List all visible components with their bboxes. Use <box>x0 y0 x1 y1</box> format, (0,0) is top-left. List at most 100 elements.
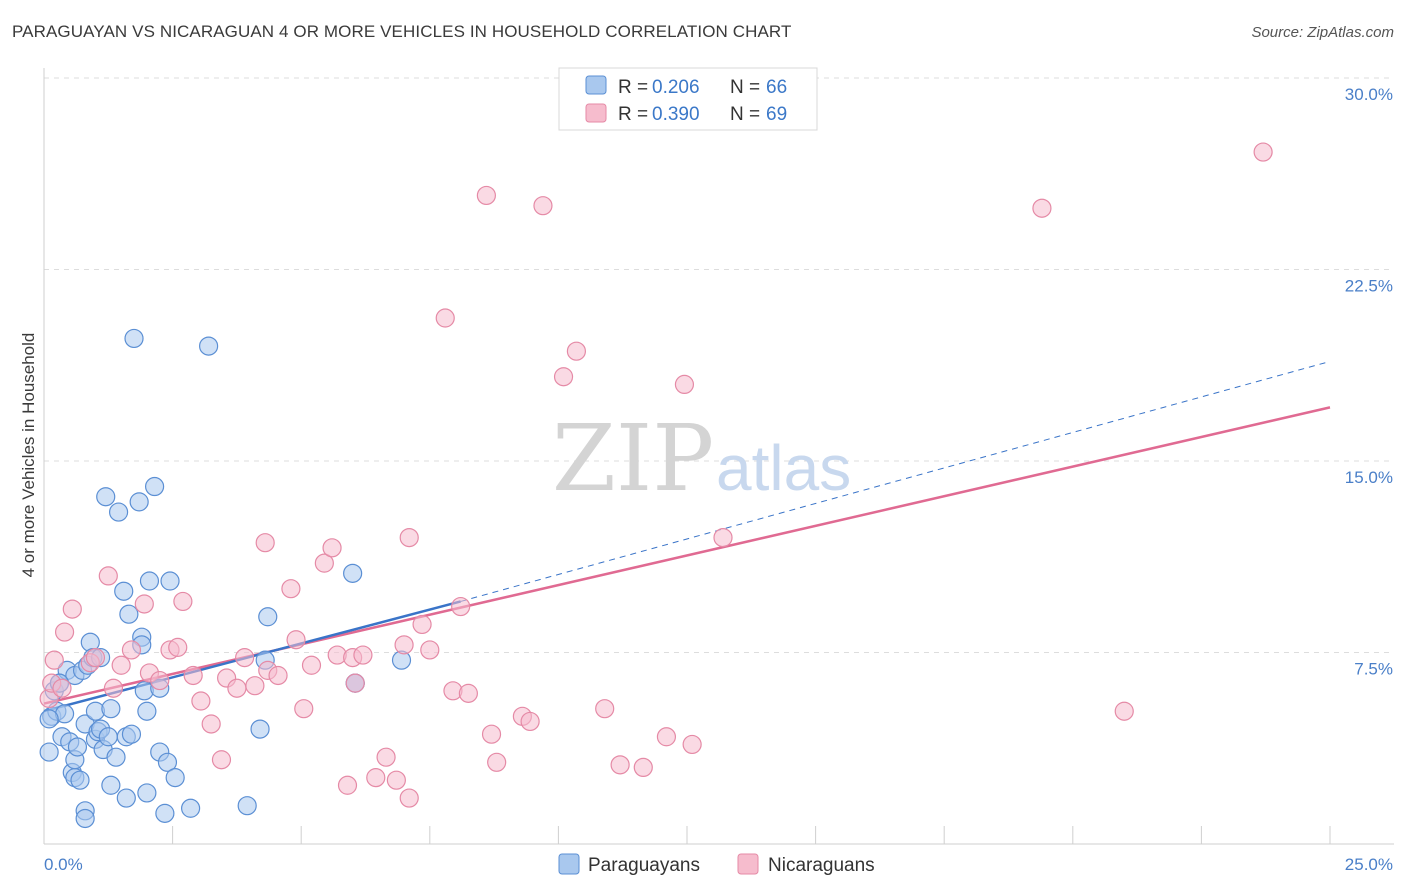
nicaraguan-point-29 <box>281 579 301 599</box>
nicaraguan-point-4 <box>54 622 75 642</box>
nicaraguan-point-2 <box>44 650 64 670</box>
nicaraguan-point-58 <box>553 367 574 387</box>
nicaraguan-point-42 <box>386 770 406 790</box>
nicaraguan-point-16 <box>168 637 188 657</box>
watermark: ZIP atlas <box>552 405 851 512</box>
nicaraguan-point-20 <box>201 714 221 734</box>
nicaraguans-points <box>39 142 1273 808</box>
paraguayan-point-45 <box>137 783 157 803</box>
paraguayan-point-38 <box>121 724 142 744</box>
legend-r-label-2: R = <box>618 104 648 125</box>
y-tick-labels: 7.5% 15.0% 22.5% 30.0% <box>1345 85 1393 679</box>
nicaraguan-point-50 <box>451 596 471 617</box>
nicaraguan-point-32 <box>301 655 322 675</box>
source-label: Source: ZipAtlas.com <box>1251 24 1394 41</box>
paraguayans-trend-extension <box>460 360 1331 602</box>
nicaraguan-point-48 <box>435 308 455 328</box>
nicaraguan-point-5 <box>62 599 82 619</box>
nicaraguan-point-40 <box>366 768 386 788</box>
series-legend-paraguayans: Paraguayans <box>588 855 700 876</box>
paraguayan-point-14 <box>70 770 90 790</box>
legend-r-value-1: 0.206 <box>652 77 700 98</box>
nicaraguan-point-24 <box>235 648 255 668</box>
series-legend-nicaraguans: Nicaraguans <box>768 855 875 876</box>
legend-n-value-1: 66 <box>766 77 787 98</box>
nicaraguan-point-65 <box>682 734 702 755</box>
paraguayan-point-52 <box>160 571 180 591</box>
paraguayan-point-39 <box>124 328 144 349</box>
nicaraguan-point-45 <box>399 788 419 808</box>
legend-swatch-nicaraguans <box>585 103 607 123</box>
paraguayan-point-46 <box>139 571 160 591</box>
watermark-zip: ZIP <box>552 405 714 512</box>
nicaraguan-point-19 <box>191 691 211 711</box>
nicaraguan-point-12 <box>134 594 154 614</box>
nicaraguan-point-25 <box>245 676 265 696</box>
nicaraguan-point-39 <box>353 645 373 665</box>
chart-title: PARAGUAYAN VS NICARAGUAN 4 OR MORE VEHIC… <box>12 22 792 41</box>
nicaraguan-point-46 <box>412 614 432 635</box>
legend-n-label-1: N = <box>730 77 760 98</box>
nicaraguan-point-60 <box>595 699 615 719</box>
paraguayan-point-18 <box>75 808 95 829</box>
nicaraguan-point-53 <box>481 724 502 744</box>
nicaraguan-point-9 <box>103 678 124 698</box>
paraguayan-point-50 <box>155 803 175 823</box>
paraguayan-point-57 <box>250 719 270 739</box>
nicaraguan-point-57 <box>533 196 553 216</box>
series-legend-swatch-paraguayans <box>558 853 580 875</box>
nicaraguan-point-56 <box>520 711 540 732</box>
watermark-atlas: atlas <box>716 432 851 504</box>
nicaraguan-point-28 <box>268 665 288 686</box>
nicaraguan-point-34 <box>322 538 342 558</box>
nicaraguan-point-7 <box>85 648 106 668</box>
y-axis-label: 4 or more Vehicles in Household <box>19 333 38 578</box>
paraguayan-point-54 <box>181 798 201 818</box>
y-tick-label-3: 30.0% <box>1345 85 1393 104</box>
nicaraguan-point-30 <box>286 630 306 650</box>
nicaraguan-point-51 <box>458 683 478 703</box>
y-tick-label-0: 7.5% <box>1354 660 1393 679</box>
series-legend: Paraguayans Nicaraguans <box>558 853 875 876</box>
paraguayan-point-51 <box>157 752 178 772</box>
paraguayan-point-28 <box>96 487 116 507</box>
nicaraguan-point-69 <box>1253 142 1273 162</box>
nicaraguan-point-54 <box>487 752 507 772</box>
paraguayan-point-53 <box>165 768 185 788</box>
legend-swatch-paraguayans <box>585 75 607 95</box>
nicaraguan-point-36 <box>337 775 358 795</box>
paraguayan-point-13 <box>67 737 88 757</box>
nicaraguan-point-41 <box>376 747 396 767</box>
paraguayans-points <box>39 328 412 829</box>
paraguayan-point-36 <box>116 788 136 808</box>
legend-r-label-1: R = <box>618 77 648 98</box>
nicaraguan-point-21 <box>211 750 232 770</box>
paraguayan-point-29 <box>98 727 118 747</box>
paraguayan-point-40 <box>129 492 149 512</box>
paraguayan-point-32 <box>106 747 126 767</box>
paraguayan-point-56 <box>237 796 257 816</box>
nicaraguan-point-3 <box>52 678 72 698</box>
paraguayan-point-33 <box>108 502 129 522</box>
nicaraguan-point-26 <box>255 533 275 553</box>
nicaraguan-point-52 <box>476 185 496 206</box>
nicaraguan-point-63 <box>656 727 677 747</box>
nicaraguan-point-11 <box>121 640 142 660</box>
nicaraguan-point-44 <box>399 527 419 548</box>
paraguayan-point-31 <box>101 699 121 719</box>
nicaraguan-point-10 <box>111 655 131 675</box>
series-legend-swatch-nicaraguans <box>737 853 759 875</box>
nicaraguan-point-31 <box>294 699 314 719</box>
nicaraguan-point-23 <box>227 678 247 698</box>
nicaraguan-point-17 <box>173 591 193 612</box>
nicaraguan-point-61 <box>610 755 630 775</box>
nicaraguan-point-33 <box>314 553 334 573</box>
nicaraguan-point-43 <box>394 635 414 655</box>
nicaraguan-point-38 <box>345 673 365 693</box>
y-tick-label-1: 15.0% <box>1345 468 1393 487</box>
x-tick-label-1: 25.0% <box>1345 855 1393 874</box>
paraguayan-point-55 <box>199 336 219 356</box>
nicaraguan-point-47 <box>420 640 440 660</box>
paraguayan-point-60 <box>343 563 363 583</box>
